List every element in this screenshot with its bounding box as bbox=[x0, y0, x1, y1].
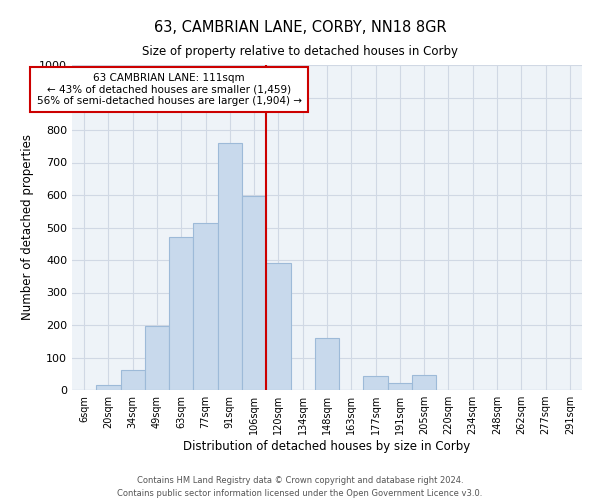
Bar bbox=[96, 385, 121, 390]
Y-axis label: Number of detached properties: Number of detached properties bbox=[20, 134, 34, 320]
Bar bbox=[266, 263, 290, 390]
Text: 63 CAMBRIAN LANE: 111sqm
← 43% of detached houses are smaller (1,459)
56% of sem: 63 CAMBRIAN LANE: 111sqm ← 43% of detach… bbox=[37, 73, 302, 106]
Text: 63, CAMBRIAN LANE, CORBY, NN18 8GR: 63, CAMBRIAN LANE, CORBY, NN18 8GR bbox=[154, 20, 446, 35]
Bar bbox=[412, 375, 436, 390]
Bar bbox=[218, 143, 242, 390]
Bar bbox=[242, 196, 266, 390]
Bar bbox=[169, 238, 193, 390]
Bar bbox=[315, 338, 339, 390]
Text: Size of property relative to detached houses in Corby: Size of property relative to detached ho… bbox=[142, 45, 458, 58]
Bar bbox=[388, 383, 412, 390]
Bar bbox=[121, 370, 145, 390]
Bar bbox=[364, 376, 388, 390]
Text: Contains HM Land Registry data © Crown copyright and database right 2024.
Contai: Contains HM Land Registry data © Crown c… bbox=[118, 476, 482, 498]
Bar bbox=[145, 326, 169, 390]
X-axis label: Distribution of detached houses by size in Corby: Distribution of detached houses by size … bbox=[184, 440, 470, 453]
Bar bbox=[193, 222, 218, 390]
